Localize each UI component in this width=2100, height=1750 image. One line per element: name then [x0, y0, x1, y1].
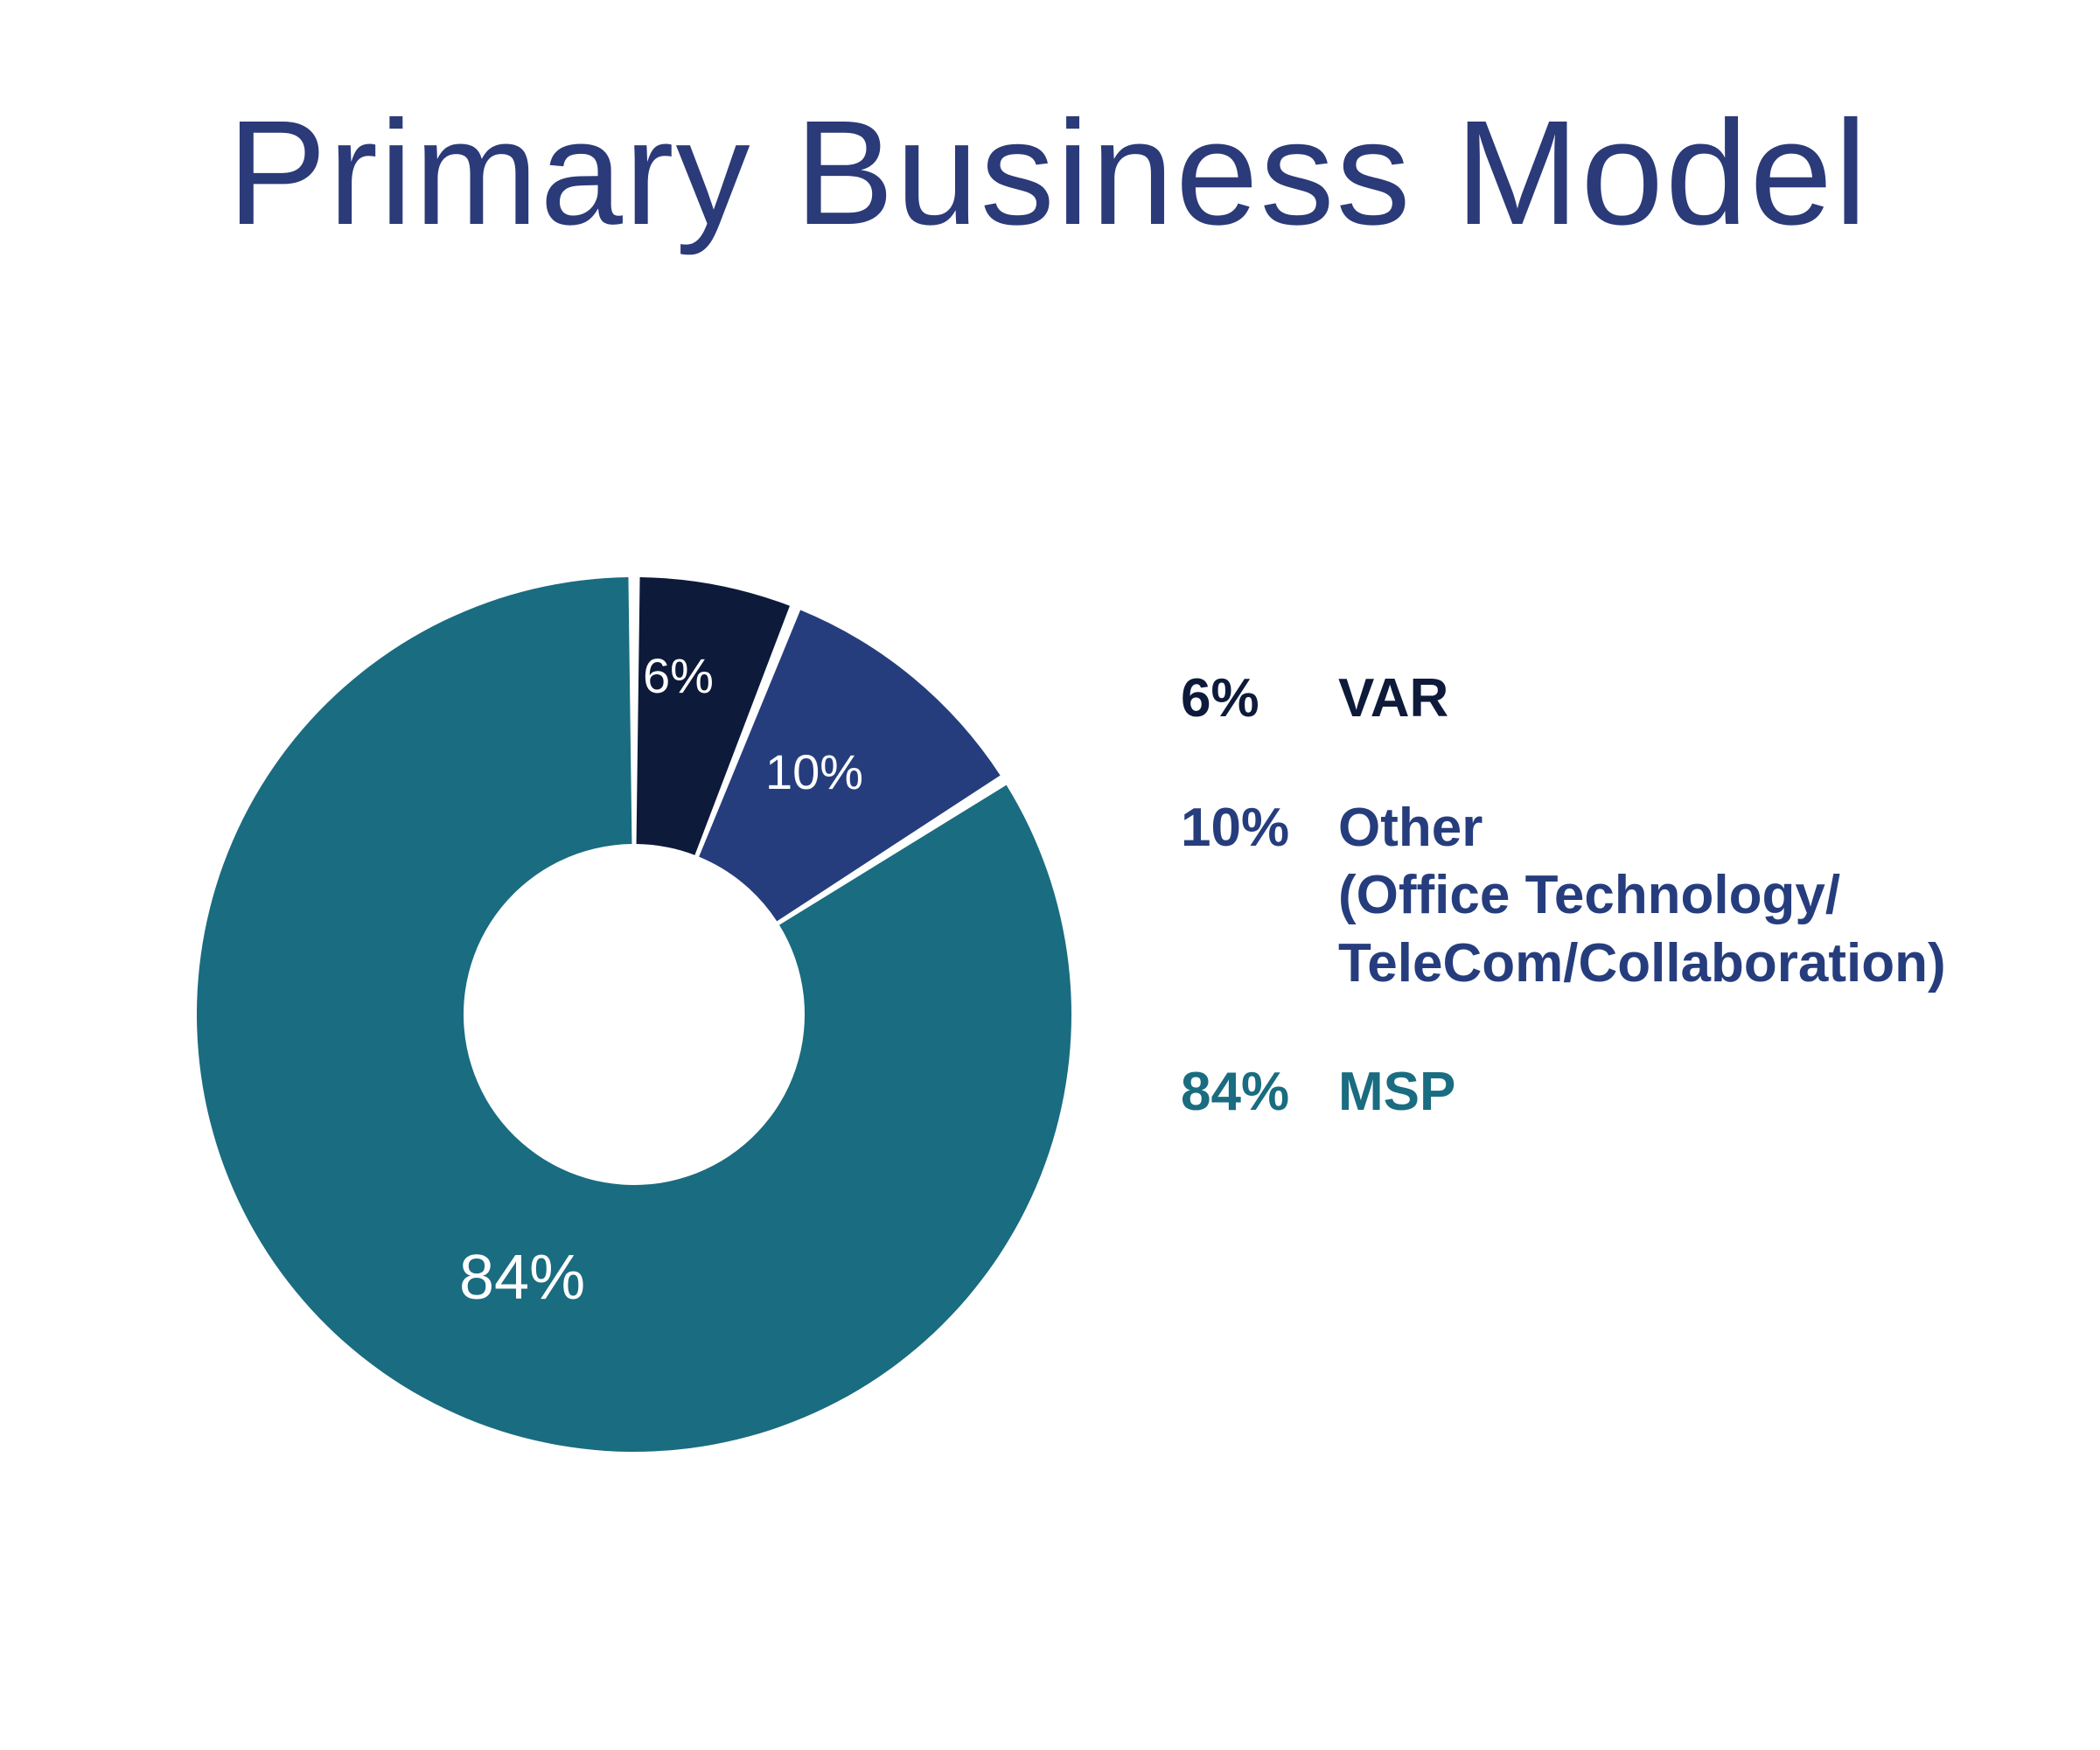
legend-label-text: Other: [1338, 798, 1483, 858]
legend-label-text: VAR: [1338, 668, 1448, 729]
chart-title: Primary Business Model: [227, 87, 1869, 259]
legend-item-msp: 84% MSP: [1181, 1058, 1968, 1126]
legend-pct-other: 10%: [1181, 794, 1338, 862]
legend-pct-var: 6%: [1181, 665, 1338, 733]
legend-item-other: 10% Other (Office Technology/TeleCom/Col…: [1181, 794, 1968, 998]
slice-label-var: 6%: [643, 647, 714, 704]
legend-label-msp: MSP: [1338, 1058, 1455, 1126]
legend: 6% VAR 10% Other (Office Technology/Tele…: [1181, 665, 1968, 1188]
donut-svg: [197, 577, 1071, 1452]
legend-label-var: VAR: [1338, 665, 1448, 733]
legend-sublabel-other: (Office Technology/TeleCom/Collaboration…: [1338, 865, 1946, 994]
legend-item-var: 6% VAR: [1181, 665, 1968, 733]
slice-label-other: 10%: [765, 743, 863, 800]
donut-chart: 6% 10% 84%: [197, 577, 1071, 1452]
legend-pct-msp: 84%: [1181, 1058, 1338, 1126]
legend-label-other: Other (Office Technology/TeleCom/Collabo…: [1338, 794, 1946, 998]
chart-container: Primary Business Model 6% 10% 84% 6% VAR…: [0, 0, 2100, 1750]
legend-label-text: MSP: [1338, 1062, 1455, 1122]
slice-label-msp: 84%: [459, 1242, 585, 1314]
